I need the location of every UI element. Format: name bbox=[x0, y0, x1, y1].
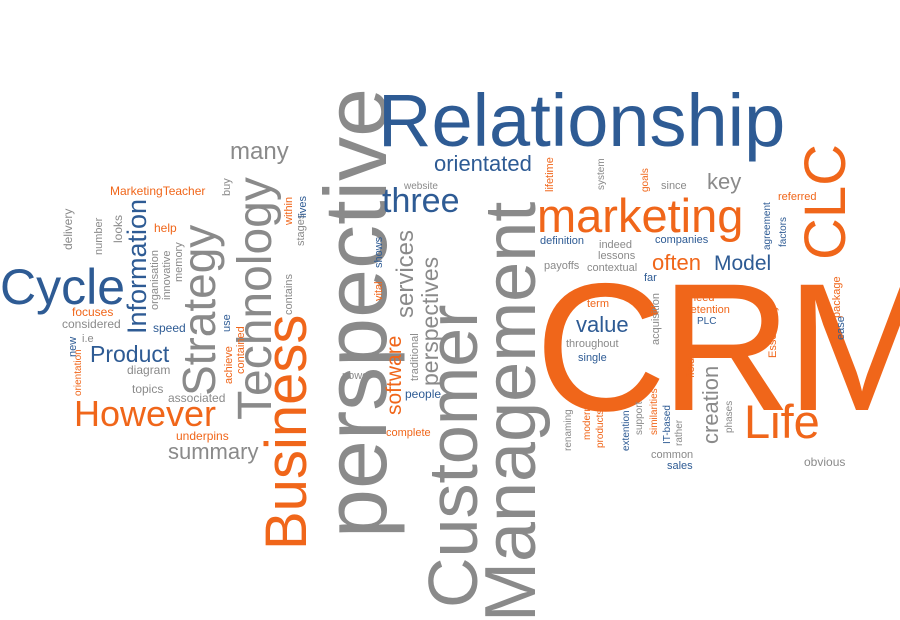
word-considered: considered bbox=[62, 317, 121, 331]
word-help: help bbox=[154, 221, 177, 235]
word-renaming: renaming bbox=[563, 409, 574, 451]
word-often: often bbox=[652, 250, 701, 275]
word-single: single bbox=[578, 352, 607, 364]
word-underpins: underpins bbox=[176, 429, 229, 443]
word-power: power bbox=[342, 370, 372, 382]
word-marketingteacher: MarketingTeacher bbox=[110, 184, 206, 198]
word-innovative: innovative bbox=[161, 250, 173, 300]
word-within: within bbox=[283, 196, 295, 225]
word-lifetime: lifetime bbox=[544, 157, 556, 192]
word-term: term bbox=[587, 298, 609, 310]
word-contained: contained bbox=[235, 326, 247, 374]
word-far: far bbox=[644, 272, 657, 284]
word-since: since bbox=[661, 180, 687, 192]
word-technology: Technology bbox=[229, 177, 282, 420]
word-modern: modern bbox=[582, 406, 593, 440]
word-achieve: achieve bbox=[223, 346, 235, 384]
word-orientated: orientated bbox=[434, 151, 532, 176]
word-speed: speed bbox=[153, 321, 186, 335]
word-however: However bbox=[74, 393, 217, 434]
word-sales: sales bbox=[667, 460, 693, 472]
word-shows: shows bbox=[373, 236, 385, 268]
word-definition: definition bbox=[540, 235, 585, 247]
word-organisation: organisation bbox=[149, 250, 161, 310]
word-model: Model bbox=[714, 252, 772, 275]
word-delivery: delivery bbox=[61, 208, 75, 250]
word-cycle: Cycle bbox=[0, 259, 126, 315]
word-information: Information bbox=[122, 198, 152, 334]
word-marketing: marketing bbox=[537, 189, 744, 242]
word-lessons: lessons bbox=[598, 250, 636, 262]
word-products: products bbox=[595, 409, 606, 448]
word-common: common bbox=[651, 449, 694, 461]
word-similarities: similarities bbox=[649, 388, 660, 435]
word-software: software bbox=[383, 335, 406, 415]
word-creation: creation bbox=[698, 365, 723, 444]
word-ie: i.e bbox=[82, 333, 94, 345]
word-field: field bbox=[685, 357, 697, 378]
word-vital: vital bbox=[373, 281, 385, 301]
word-itbased: IT-based bbox=[662, 405, 673, 444]
word-agreement: agreement bbox=[762, 202, 773, 250]
word-orientation: orientation bbox=[73, 349, 84, 396]
word-rather: rather bbox=[674, 419, 685, 446]
word-package: package bbox=[831, 276, 843, 318]
word-essentially: Essentially bbox=[767, 305, 779, 358]
word-number: number bbox=[93, 217, 105, 255]
word-contextual: contextual bbox=[587, 262, 638, 274]
word-services: services bbox=[392, 229, 419, 318]
word-associated: associated bbox=[168, 391, 226, 405]
word-buy: buy bbox=[221, 178, 233, 196]
word-system: system bbox=[596, 158, 607, 190]
word-use: use bbox=[221, 314, 233, 332]
word-memory: memory bbox=[173, 242, 185, 282]
word-perspectives: perspectives bbox=[417, 256, 443, 386]
word-focuses: focuses bbox=[72, 305, 114, 319]
word-website: website bbox=[404, 181, 438, 192]
word-summary: summary bbox=[168, 439, 259, 464]
word-acquisition: acquisition bbox=[650, 293, 662, 345]
word-three: three bbox=[382, 182, 460, 220]
word-looks: looks bbox=[111, 214, 125, 243]
word-need: need bbox=[690, 292, 715, 304]
word-extention: extention bbox=[621, 410, 632, 451]
word-product: Product bbox=[90, 341, 170, 367]
word-goals: goals bbox=[640, 168, 651, 192]
word-complete: complete bbox=[386, 427, 431, 439]
word-referred: referred bbox=[778, 191, 817, 203]
word-indeed: indeed bbox=[599, 239, 633, 251]
word-traditional: traditional bbox=[409, 333, 421, 381]
word-plc: PLC bbox=[697, 316, 717, 327]
word-people: people bbox=[405, 387, 442, 401]
word-value: value bbox=[576, 312, 629, 337]
word-topics: topics bbox=[132, 382, 164, 396]
word-phases: phases bbox=[724, 400, 735, 433]
word-obvious: obvious bbox=[804, 455, 846, 469]
word-ease: ease bbox=[835, 316, 847, 340]
word-management: Management bbox=[471, 201, 551, 620]
word-contains: contains bbox=[283, 274, 295, 315]
word-crm: CRM bbox=[535, 245, 900, 449]
word-companies: companies bbox=[655, 234, 709, 246]
word-life: Life bbox=[744, 395, 820, 448]
word-support: support bbox=[634, 401, 645, 435]
word-relationship: Relationship bbox=[378, 79, 786, 162]
word-diagram: diagram bbox=[127, 363, 171, 377]
word-stages: stages bbox=[295, 213, 307, 246]
word-retention: retention bbox=[687, 304, 730, 316]
word-many: many bbox=[230, 138, 289, 165]
word-lives: lives bbox=[297, 195, 309, 218]
word-factors: factors bbox=[778, 216, 789, 247]
word-throughout: throughout bbox=[566, 338, 619, 350]
word-payoffs: payoffs bbox=[544, 260, 580, 272]
word-key: key bbox=[707, 169, 742, 194]
